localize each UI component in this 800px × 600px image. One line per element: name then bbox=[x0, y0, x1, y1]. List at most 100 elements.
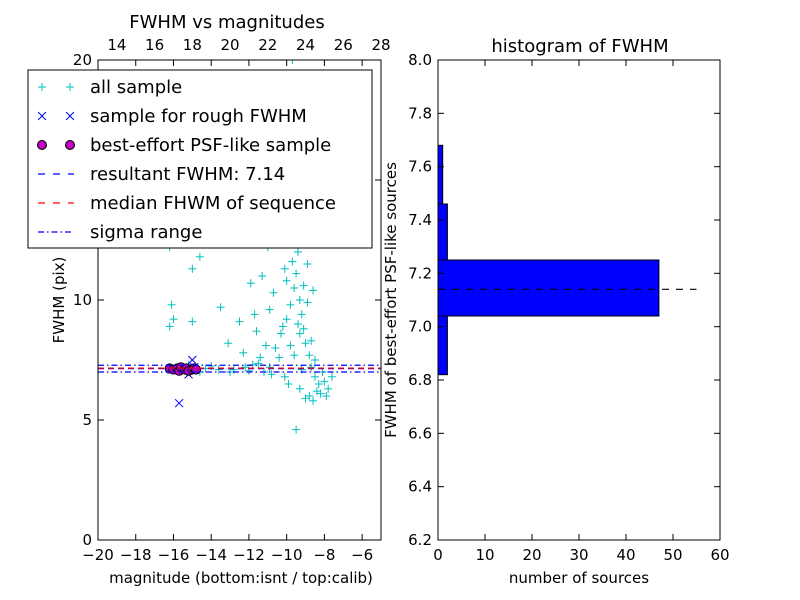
top-x-tick-label: 16 bbox=[145, 36, 164, 54]
all-sample-point-84 bbox=[322, 392, 331, 400]
histogram-x-label: number of sources bbox=[509, 569, 649, 587]
scatter-title: FWHM vs magnitudes bbox=[129, 12, 324, 33]
all-sample-point-29 bbox=[305, 351, 314, 360]
y-tick-label: 7.0 bbox=[408, 318, 432, 336]
legend-marker-b bbox=[65, 111, 75, 121]
legend-entry: best-effort PSF-like sample bbox=[37, 135, 331, 156]
all-sample-point-5 bbox=[169, 315, 178, 324]
histogram-title: histogram of FWHM bbox=[491, 36, 668, 57]
histogram-x-ticks: 0 10 20 30 40 50 60 bbox=[433, 60, 730, 564]
all-sample-point-58 bbox=[235, 317, 244, 326]
histogram-y-ticks: 6.2 6.4 6.6 6.8 7.0 7.2 7.4 7.6 7.8 8.0 bbox=[408, 51, 720, 549]
all-sample-point-46 bbox=[275, 353, 284, 362]
rough-fwhm-point-0 bbox=[174, 398, 184, 408]
y-tick-label: 20 bbox=[73, 51, 92, 69]
top-x-tick-label: 22 bbox=[258, 36, 277, 54]
histogram-bar-1 bbox=[437, 259, 660, 317]
legend-entry: all sample bbox=[38, 77, 182, 98]
all-sample-point-66 bbox=[226, 368, 235, 376]
legend-entry: sigma range bbox=[38, 222, 202, 243]
y-tick-label: 7.2 bbox=[408, 264, 432, 282]
all-sample-point-3 bbox=[195, 252, 204, 261]
scatter-y-label: FWHM (pix) bbox=[50, 257, 68, 344]
all-sample-point-79 bbox=[256, 353, 265, 362]
all-sample-point-37 bbox=[293, 248, 302, 256]
all-sample-point-2 bbox=[188, 264, 197, 273]
y-tick-label: 7.4 bbox=[408, 211, 432, 229]
all-sample-point-54 bbox=[258, 272, 267, 280]
all-sample-point-80 bbox=[280, 372, 289, 381]
histogram-bar-0 bbox=[437, 315, 448, 376]
x-tick-label: −14 bbox=[195, 546, 227, 564]
all-sample-point-56 bbox=[246, 279, 255, 288]
all-sample-point-59 bbox=[224, 339, 233, 348]
all-sample-point-86 bbox=[293, 320, 302, 328]
legend-label: median FHWM of sequence bbox=[90, 193, 336, 214]
x-tick-label: 10 bbox=[475, 546, 494, 564]
legend-label: best-effort PSF-like sample bbox=[90, 135, 331, 156]
scatter-series bbox=[163, 60, 336, 434]
y-tick-label: 10 bbox=[73, 291, 92, 309]
x-tick-label: −16 bbox=[158, 546, 190, 564]
all-sample-point-73 bbox=[307, 336, 316, 345]
all-sample-point-13 bbox=[216, 303, 225, 312]
all-sample-point-55 bbox=[269, 288, 278, 297]
legend-entry: sample for rough FWHM bbox=[37, 106, 307, 127]
x-tick-label: −12 bbox=[233, 546, 265, 564]
all-sample-point-44 bbox=[295, 329, 304, 338]
all-sample-point-12 bbox=[214, 365, 223, 374]
y-tick-label: 8.0 bbox=[408, 51, 432, 69]
top-x-tick-label: 18 bbox=[183, 36, 202, 54]
all-sample-point-18 bbox=[265, 363, 274, 372]
y-tick-label: 6.8 bbox=[408, 371, 432, 389]
all-sample-point-7 bbox=[188, 317, 197, 326]
legend-marker-a bbox=[37, 140, 47, 150]
y-tick-label: 7.6 bbox=[408, 158, 432, 176]
y-tick-label: 0 bbox=[82, 531, 92, 549]
left-y-ticks: 0 5 10 20 bbox=[73, 51, 381, 549]
all-sample-point-77 bbox=[252, 327, 261, 336]
all-sample-point-24 bbox=[292, 269, 301, 278]
top-x-tick-label: 26 bbox=[334, 36, 353, 54]
scatter-panel: FWHM vs magnitudes 14 16 18 20 22 24 26 28 −20−… bbox=[27, 12, 391, 587]
x-tick-label: 0 bbox=[433, 546, 443, 564]
all-sample-point-19 bbox=[271, 344, 280, 352]
legend-label: sample for rough FWHM bbox=[90, 106, 307, 127]
all-sample-point-83 bbox=[309, 396, 318, 405]
y-tick-label: 7.8 bbox=[408, 104, 432, 122]
y-tick-label: 5 bbox=[82, 411, 92, 429]
all-sample-point-60 bbox=[261, 341, 270, 350]
all-sample-point-40 bbox=[280, 264, 289, 273]
all-sample-point-82 bbox=[295, 384, 304, 393]
all-sample-point-81 bbox=[284, 380, 293, 388]
all-sample-point-57 bbox=[250, 310, 259, 319]
x-tick-label: 30 bbox=[569, 546, 588, 564]
x-tick-label: 60 bbox=[710, 546, 729, 564]
all-sample-point-6 bbox=[165, 322, 174, 331]
legend-marker-b bbox=[66, 83, 74, 91]
all-sample-point-76 bbox=[265, 305, 274, 314]
all-sample-point-51 bbox=[292, 425, 301, 434]
all-sample-point-45 bbox=[290, 351, 299, 360]
all-sample-point-27 bbox=[299, 324, 308, 333]
reference-lines bbox=[98, 364, 381, 373]
all-sample-point-36 bbox=[327, 372, 336, 381]
rough-fwhm-point-1 bbox=[187, 355, 197, 365]
all-sample-point-4 bbox=[167, 300, 176, 309]
y-tick-label: 6.6 bbox=[408, 424, 432, 442]
legend-label: resultant FWHM: 7.14 bbox=[90, 164, 285, 185]
all-sample-point-15 bbox=[241, 363, 250, 372]
y-tick-label: 6.2 bbox=[408, 531, 432, 549]
psf-like-point-10 bbox=[191, 364, 202, 375]
scatter-plot-area bbox=[98, 60, 381, 434]
all-sample-point-31 bbox=[310, 372, 319, 381]
all-sample-point-22 bbox=[286, 300, 295, 309]
legend-marker-a bbox=[37, 111, 47, 121]
all-sample-point-62 bbox=[288, 60, 297, 64]
x-tick-label: −6 bbox=[351, 546, 373, 564]
x-tick-label: −20 bbox=[82, 546, 114, 564]
all-sample-point-26 bbox=[297, 310, 306, 319]
histogram-bar-2 bbox=[437, 203, 448, 261]
all-sample-point-74 bbox=[299, 281, 308, 290]
